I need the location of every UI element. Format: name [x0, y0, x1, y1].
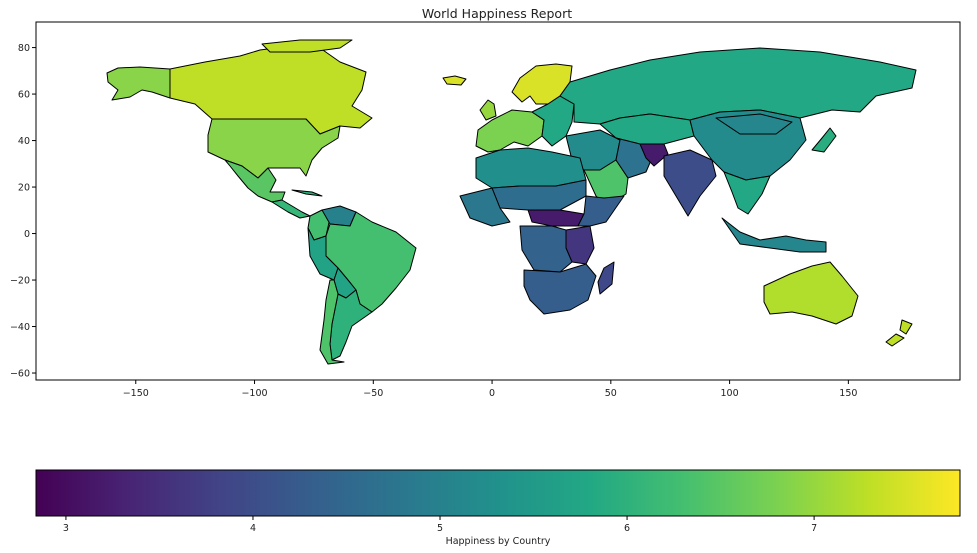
y-tick-label: 60: [18, 90, 30, 101]
x-tick-label: −100: [241, 388, 267, 399]
region-chile: [319, 279, 345, 365]
region-se-asia: [723, 171, 771, 215]
colorbar-tick-label: 4: [250, 523, 256, 534]
colorbar-tick-label: 3: [63, 523, 69, 534]
region-mongolia: [715, 113, 793, 135]
region-afghanistan: [639, 143, 669, 167]
region-central-america: [271, 199, 311, 219]
region-cuba: [291, 189, 323, 197]
y-tick-label: 20: [18, 183, 30, 194]
colorbar-label: Happiness by Country: [446, 536, 551, 547]
x-tick-label: 100: [721, 388, 739, 399]
region-west-africa: [459, 187, 511, 227]
region-uk: [479, 99, 497, 121]
region-western-europe: [475, 109, 545, 153]
y-tick-label: 0: [24, 229, 30, 240]
region-iceland: [442, 75, 467, 86]
region-eastern-europe: [531, 95, 575, 147]
colorbar-ticks: 3 4 5 6 7: [63, 516, 817, 534]
region-australia: [763, 261, 859, 325]
y-tick-label: −20: [10, 276, 30, 287]
colorbar-tick-label: 6: [624, 523, 630, 534]
map-axis-ticks: −150 −100 −50 0 50 100 150 80 60 40 20 0 −20 −40 −60: [10, 43, 857, 399]
region-alaska: [106, 66, 171, 101]
x-tick-label: 150: [839, 388, 857, 399]
region-madagascar: [597, 261, 615, 295]
region-congo: [519, 225, 573, 273]
colorbar-tick-label: 7: [811, 523, 817, 534]
region-russia: [559, 47, 917, 125]
y-tick-label: −40: [10, 322, 30, 333]
x-tick-label: 50: [605, 388, 617, 399]
y-tick-label: 80: [18, 43, 30, 54]
region-mexico: [224, 159, 286, 203]
region-indonesia: [721, 217, 827, 253]
y-tick-label: 40: [18, 136, 30, 147]
y-tick-label: −60: [10, 369, 30, 380]
x-tick-label: 0: [489, 388, 495, 399]
chart-title: World Happiness Report: [422, 6, 572, 21]
x-tick-label: −50: [363, 388, 383, 399]
region-horn-of-africa: [577, 195, 625, 227]
x-tick-label: −150: [123, 388, 149, 399]
region-japan: [811, 127, 837, 153]
region-southern-africa: [523, 263, 597, 315]
region-canada-islands: [261, 39, 353, 53]
colorbar-tick-label: 5: [437, 523, 443, 534]
region-new-zealand-north: [899, 319, 913, 335]
country-shapes: [106, 39, 917, 365]
region-usa: [207, 118, 341, 179]
colorbar: [35, 469, 961, 517]
region-india: [663, 149, 717, 217]
region-new-zealand-south: [885, 333, 905, 347]
